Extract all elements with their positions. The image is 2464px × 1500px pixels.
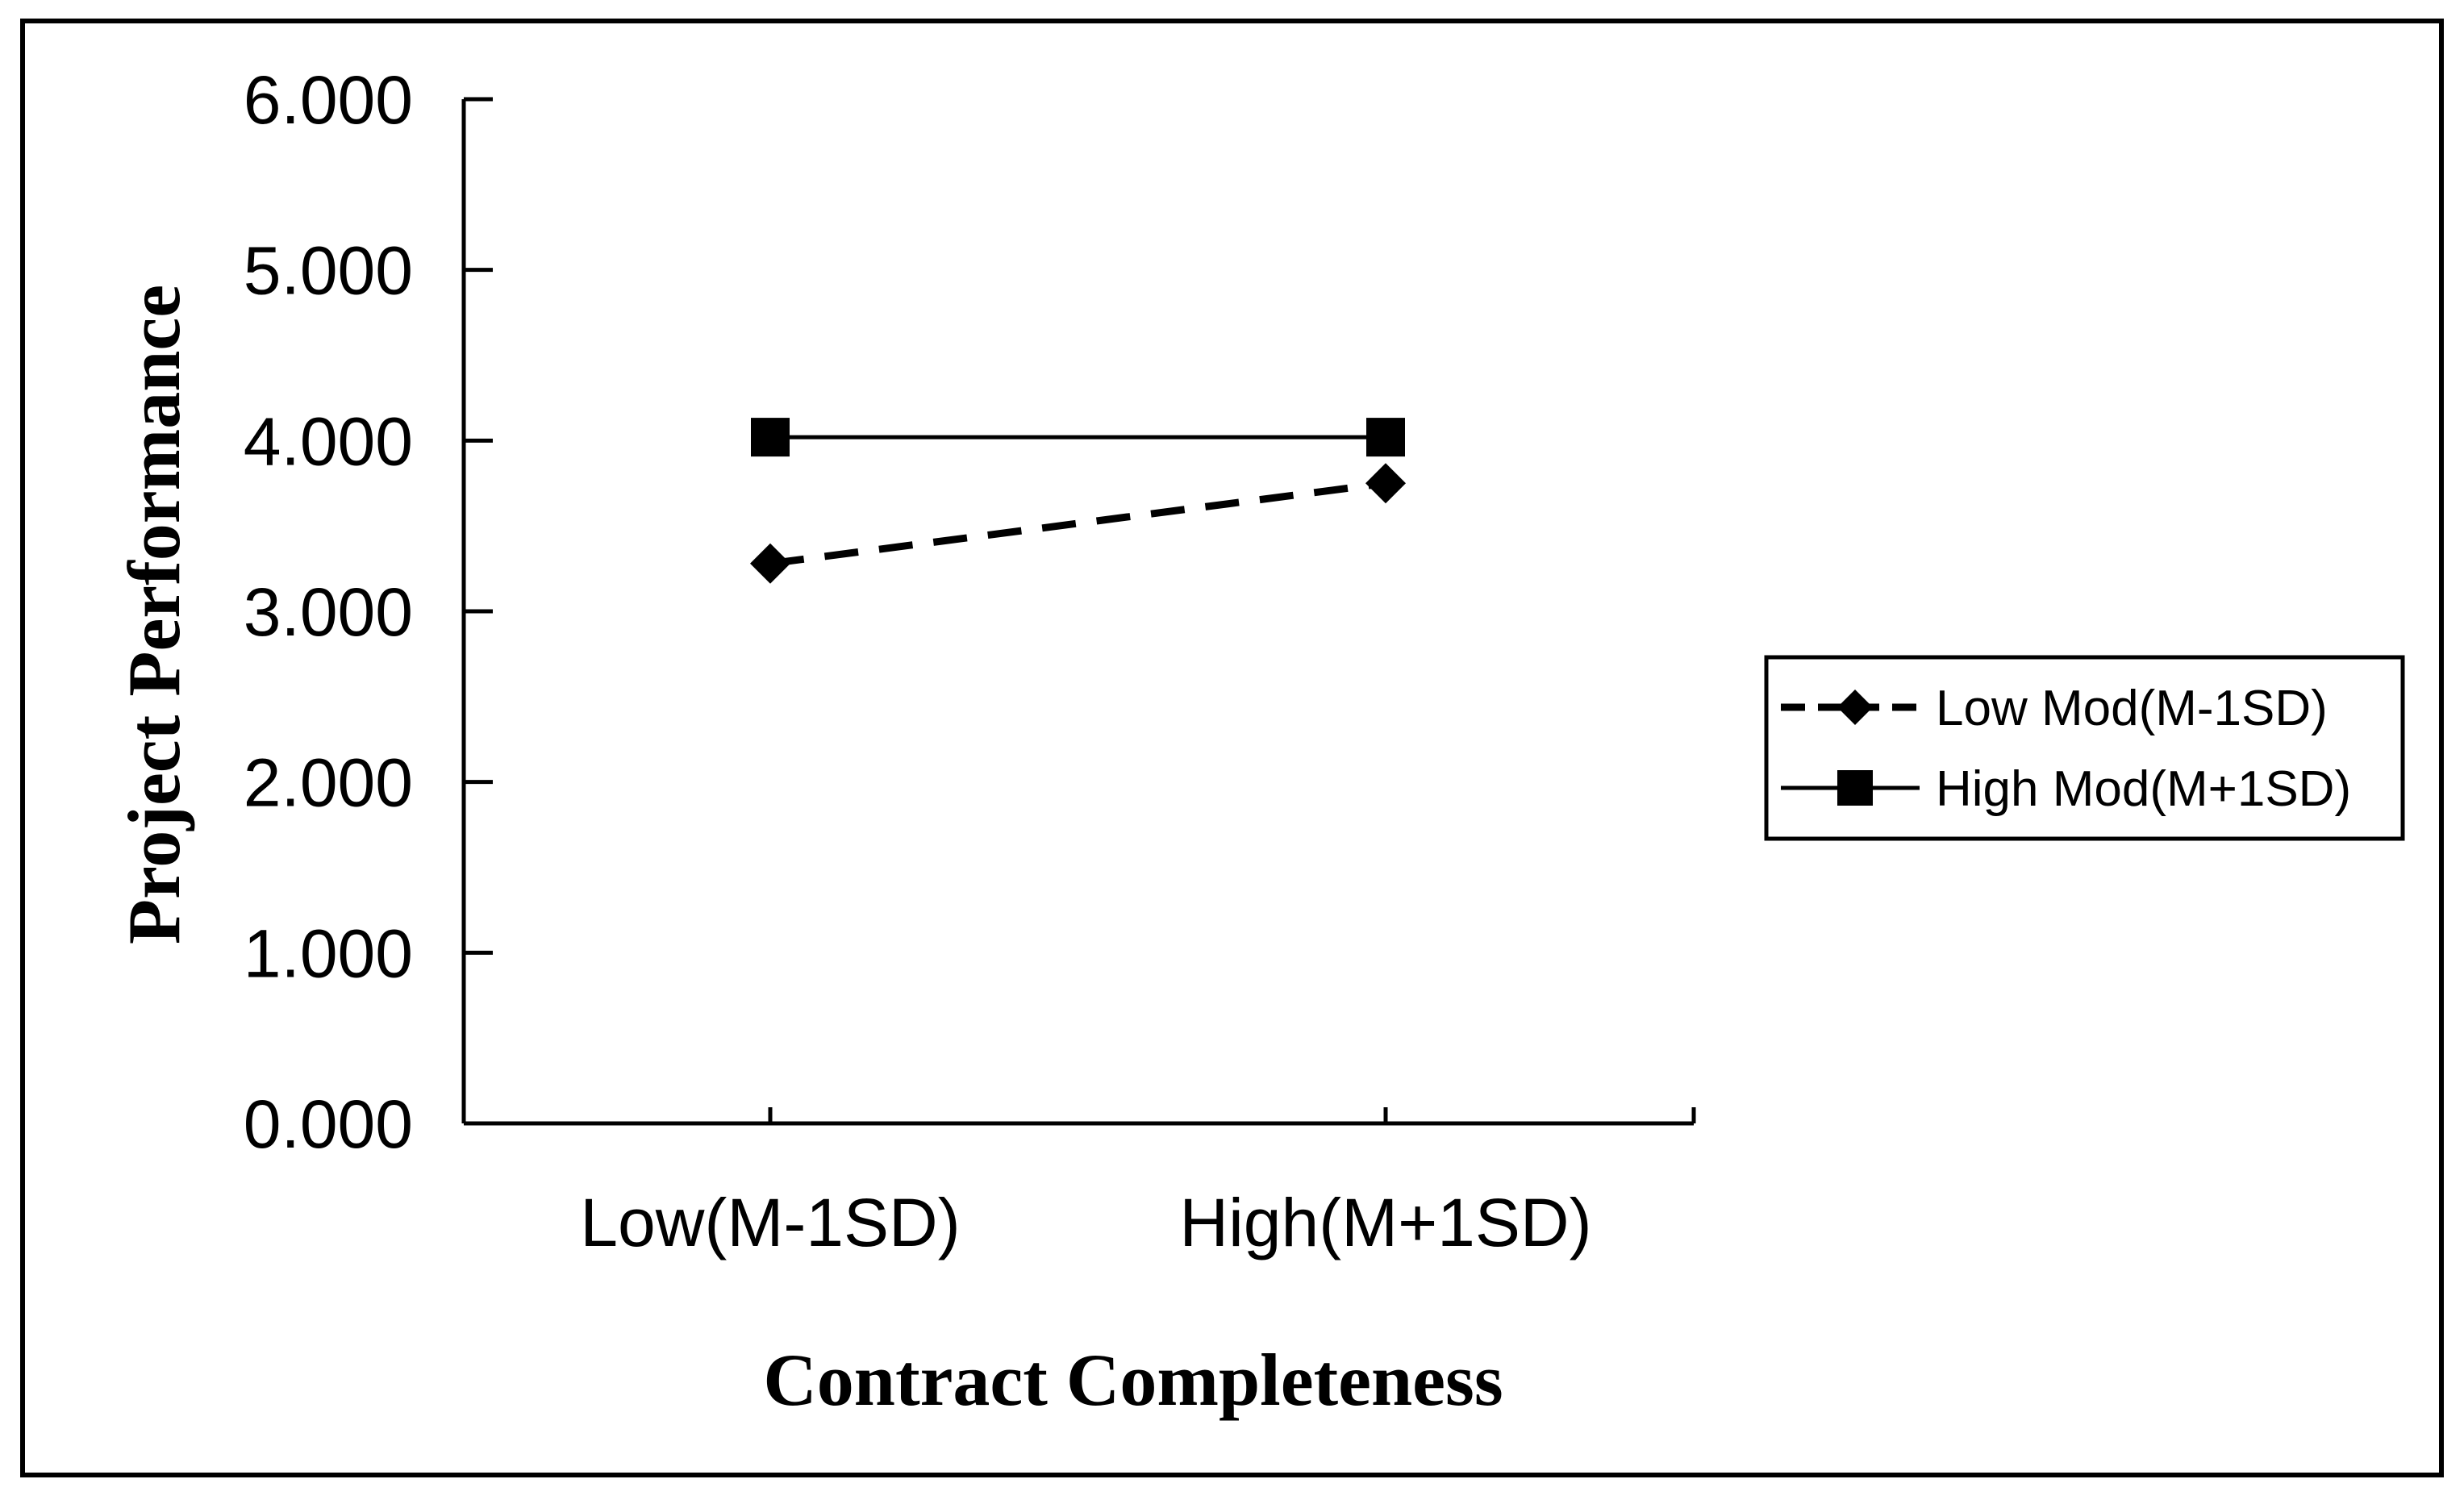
legend-diamond-marker [1837,690,1873,725]
chart-frame [20,19,2444,1477]
series-line-1 [769,479,1386,568]
legend: Low Mod(M-1SD) High Mod(M+1SD) [1764,655,2405,841]
legend-square-marker [1837,770,1873,806]
y-tick-label: 5.000 [244,233,413,309]
square-marker [751,418,790,457]
x-axis-title: Contract Completeness [763,1339,1503,1421]
axes: 0.000 1.000 2.000 3.000 4.000 5.000 6.000 Low(M… [244,62,1696,1260]
y-tick-label: 3.000 [244,574,413,650]
y-tick-label: 1.000 [244,915,413,991]
legend-label: Low Mod(M-1SD) [1936,681,2328,736]
series-layer [750,418,1406,584]
legend-label: High Mod(M+1SD) [1936,761,2351,817]
y-tick-label: 6.000 [244,62,413,138]
diamond-marker [1365,463,1406,504]
y-tick-label: 0.000 [244,1086,413,1162]
legend-box [1764,655,2405,841]
y-tick-label: 2.000 [244,745,413,821]
x-tick-label: Low(M-1SD) [580,1185,960,1260]
y-axis-title: Project Performance [113,285,195,944]
y-tick-label: 4.000 [244,403,413,479]
x-tick-label: High(M+1SD) [1179,1185,1591,1260]
square-marker [1366,418,1405,457]
diamond-marker [750,543,790,584]
